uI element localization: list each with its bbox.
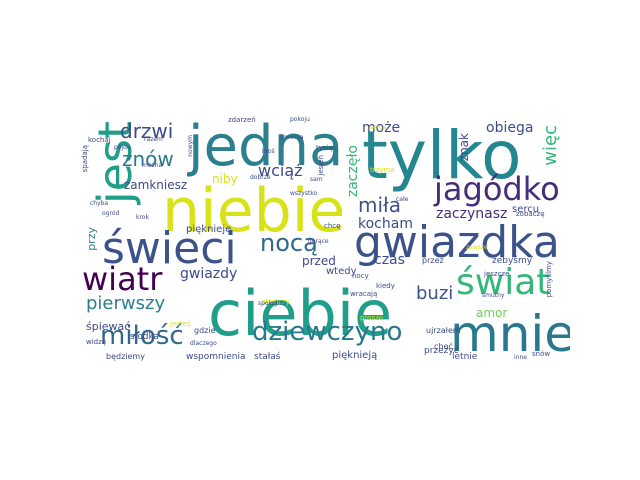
word-zamkniesz: zamkniesz — [124, 178, 188, 192]
word-nocy: nocy — [352, 272, 369, 280]
word-mila: miła — [358, 193, 401, 217]
word-przezyc: przeżyć — [424, 346, 459, 356]
word-serca: serca — [370, 124, 387, 131]
word-zobacze: zobaczę — [516, 210, 545, 218]
word-przez: przez — [422, 256, 444, 265]
word-inne: inne — [514, 354, 527, 361]
word-spadaja: spadają — [81, 145, 89, 173]
word-slodka: słodka — [130, 332, 160, 342]
word-pieknieja: pięknieją — [332, 350, 378, 361]
word-mnie: mnie — [450, 305, 570, 363]
word-wciaz: wciąż — [258, 161, 303, 180]
word-razem: razem — [144, 136, 163, 143]
word-spokojnie: spokojnie — [258, 300, 287, 307]
word-wracaja: wracają — [350, 290, 378, 298]
word-ujrzalem: ujrzałem — [426, 326, 461, 335]
word-drzwi: drzwi — [120, 119, 174, 143]
word-kochaj: kochaj — [88, 136, 111, 144]
word-smutny: smutny — [482, 292, 505, 299]
word-nowym: nowym — [187, 135, 194, 157]
word-pokoju: pokoju — [290, 116, 310, 123]
word-chyba: chyba — [90, 200, 109, 207]
word-choc: choć — [434, 342, 453, 351]
word-moze: może — [362, 120, 401, 136]
word-zebysmy: żebyśmy — [492, 256, 533, 266]
word-buzi: buzi — [416, 283, 454, 304]
word-wszystko: wszystko — [290, 190, 318, 197]
word-cale: całe — [396, 196, 409, 203]
word-swiat: świat — [456, 262, 551, 303]
word-jestes: jesteś — [170, 320, 191, 328]
word-wtedy: wtedy — [326, 266, 357, 277]
word-skonczy: skończy — [262, 298, 290, 306]
word-obiega: obiega — [486, 120, 534, 136]
word-prosze: proszę — [360, 314, 384, 322]
word-gwiazdy: gwiazdy — [180, 266, 238, 282]
word-amor: amor — [476, 306, 508, 320]
word-krok: krok — [136, 214, 149, 221]
word-zaczynasz: zaczynasz — [436, 206, 508, 222]
word-przed: przed — [302, 254, 336, 268]
word-chce: chcę — [324, 222, 341, 230]
word-zmienia: zmienia — [280, 134, 304, 141]
word-ktos: ktoś — [262, 148, 275, 155]
word-przy: przy — [85, 227, 98, 251]
word-mozna: można — [142, 162, 163, 169]
word-kocham: kocham — [358, 216, 413, 232]
word-zdarzen: zdarzeń — [228, 116, 256, 124]
word-niebie: niebie — [162, 176, 346, 246]
word-pojde: pójdę — [114, 144, 131, 151]
word-czas: czas — [374, 252, 405, 268]
word-sam: sam — [310, 176, 323, 183]
word-pomyslmy: pomyślmy — [545, 261, 553, 298]
word-swieci: świeci — [102, 223, 237, 274]
word-niby: niby — [212, 172, 238, 186]
word-gdzie: gdzie — [194, 326, 216, 335]
word-pieknieje: pięknieje — [186, 224, 232, 235]
word-wiec: więc — [540, 125, 561, 166]
word-dlaczego: dlaczego — [190, 340, 217, 347]
word-milosc: miłość — [100, 321, 184, 351]
word-ciebie: ciebie — [208, 277, 393, 350]
word-gwiazdka: gwiazdka — [354, 217, 560, 268]
word-noca: nocą — [260, 229, 318, 257]
word-jagodko: jagódko — [434, 170, 560, 208]
word-stalas: stałaś — [254, 352, 281, 362]
word-ogrod: ogród — [102, 210, 120, 217]
word-spiewac: śpiewać — [86, 320, 131, 333]
word-tysiac: tysiąc — [316, 144, 337, 152]
word-snow: snów — [532, 350, 551, 358]
word-cloud: jedna tylko niebie ciebie mnie świeci gw… — [80, 115, 570, 365]
word-kiedy: kiedy — [376, 282, 395, 290]
word-gorace: gorące — [308, 238, 329, 245]
word-wiatr: wiatr — [82, 260, 163, 298]
word-pierwszy: pierwszy — [86, 293, 166, 314]
word-jedna: jedna — [188, 115, 344, 179]
word-zaczelo: zaczęło — [345, 145, 361, 198]
word-jesien: jesień — [317, 155, 325, 176]
word-znow: znów — [122, 147, 174, 171]
word-tylko: tylko — [362, 117, 522, 194]
word-letnie: letnie — [452, 352, 478, 362]
word-dziewczyno: dziewczyno — [252, 317, 403, 347]
word-widze: widzę — [86, 338, 107, 346]
word-zawsze: zawsze — [466, 244, 488, 251]
word-dobrze: dobrze — [250, 174, 271, 181]
word-trzyma: trzyma — [370, 166, 395, 174]
word-znak: znak — [457, 133, 471, 162]
word-bedziemy: będziemy — [106, 352, 145, 361]
word-sercu: sercu — [512, 204, 540, 215]
word-jeszcze: jeszcze — [484, 270, 510, 278]
word-wspomnienia: wspomnienia — [186, 352, 246, 362]
